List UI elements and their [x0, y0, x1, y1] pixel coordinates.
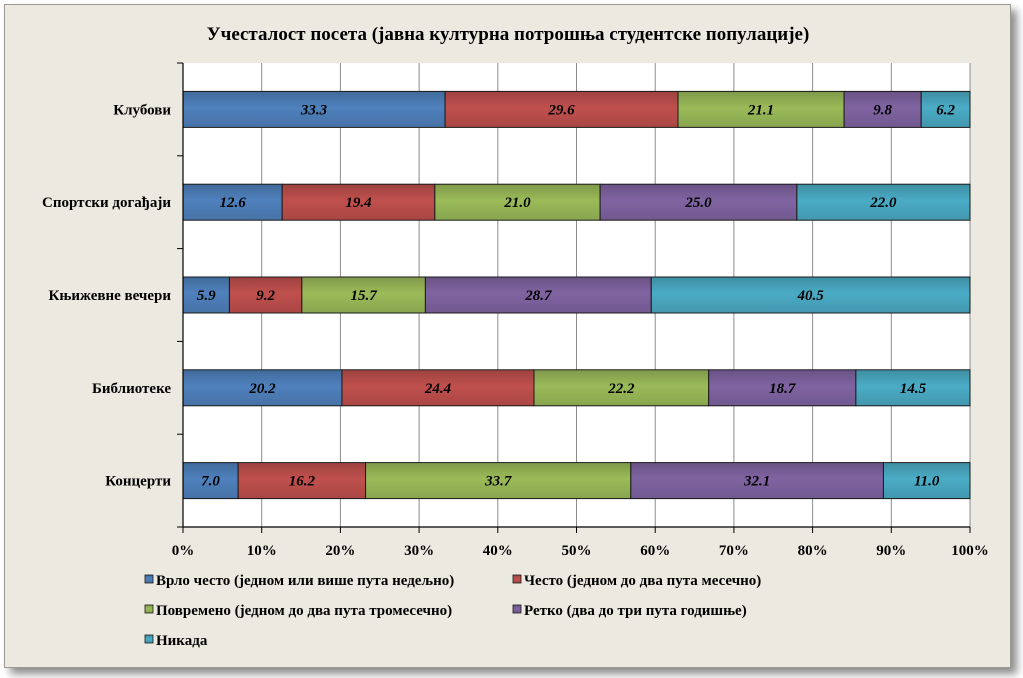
category-label: Клубови: [113, 102, 171, 118]
bar-segment: [365, 462, 632, 500]
legend-entry: Често (једном до два пута месечно): [524, 573, 761, 589]
chart-title: Учесталост посета (јавна културна потрош…: [207, 24, 810, 45]
data-label: 33.7: [484, 474, 512, 490]
data-label: 7.0: [201, 474, 220, 490]
bar-segment: [182, 369, 343, 407]
x-tick-label: 50%: [562, 543, 592, 559]
legend-entry: Никада: [156, 633, 208, 649]
data-label: 12.6: [219, 195, 246, 211]
bar-segment: [301, 276, 426, 314]
category-label: Спортски догађаји: [42, 195, 171, 211]
data-label: 11.0: [914, 474, 940, 490]
data-label: 20.2: [248, 381, 276, 397]
x-tick-label: 20%: [325, 543, 355, 559]
data-label: 32.1: [743, 474, 770, 490]
bar-segment: [424, 276, 652, 314]
x-tick-label: 0%: [172, 543, 195, 559]
bar-segment: [677, 90, 845, 128]
data-label: 21.1: [747, 102, 774, 118]
x-tick-label: 80%: [798, 543, 828, 559]
bar-segment: [650, 276, 971, 314]
bar-segment: [182, 462, 239, 500]
x-tick-label: 30%: [404, 543, 434, 559]
bar-segment: [599, 183, 798, 221]
x-tick-label: 60%: [640, 543, 670, 559]
bar-segment: [920, 90, 971, 128]
data-label: 33.3: [300, 102, 328, 118]
legend-entry: Повремено (једном до два пута тромесечно…: [156, 603, 452, 619]
category-label: Концерти: [105, 474, 171, 490]
data-label: 9.2: [256, 288, 275, 304]
bar-segment: [237, 462, 367, 500]
chart: Учесталост посета (јавна културна потрош…: [42, 24, 989, 649]
bar-segment: [182, 90, 446, 128]
data-label: 22.2: [607, 381, 635, 397]
data-label: 22.0: [869, 195, 897, 211]
legend-swatch: [512, 574, 522, 584]
x-tick-label: 100%: [951, 543, 989, 559]
bar-segment: [228, 276, 303, 314]
data-label: 19.4: [345, 195, 372, 211]
bar-segment: [708, 369, 857, 407]
data-label: 16.2: [289, 474, 316, 490]
x-tick-label: 10%: [247, 543, 277, 559]
bar-segment: [182, 276, 230, 314]
data-label: 24.4: [424, 381, 452, 397]
legend-entry: Врло често (једном или више пута недељно…: [156, 573, 454, 589]
data-label: 40.5: [797, 288, 825, 304]
data-label: 5.9: [197, 288, 216, 304]
category-label: Књижевне вечери: [49, 288, 172, 304]
legend-swatch: [144, 604, 154, 614]
bar-segment: [796, 183, 971, 221]
bar-segment: [341, 369, 535, 407]
bar-segment: [855, 369, 971, 407]
legend-entry: Ретко (два до три пута годишње): [524, 603, 747, 619]
data-label: 18.7: [769, 381, 796, 397]
legend-swatch: [144, 634, 154, 644]
chart-frame: Учесталост посета (јавна културна потрош…: [4, 4, 1011, 668]
legend-swatch: [512, 604, 522, 614]
data-label: 25.0: [684, 195, 712, 211]
bar-segment: [533, 369, 710, 407]
x-tick-label: 40%: [483, 543, 513, 559]
legend-swatch: [144, 574, 154, 584]
data-label: 9.8: [873, 102, 892, 118]
x-tick-label: 90%: [876, 543, 906, 559]
data-label: 14.5: [900, 381, 927, 397]
data-label: 6.2: [936, 102, 955, 118]
x-tick-label: 70%: [719, 543, 749, 559]
data-label: 15.7: [350, 288, 377, 304]
bar-segment: [281, 183, 436, 221]
category-label: Библиотеке: [92, 381, 171, 397]
bar-segment: [882, 462, 971, 500]
data-label: 28.7: [524, 288, 552, 304]
data-label: 29.6: [547, 102, 575, 118]
bar-segment: [630, 462, 884, 500]
data-label: 21.0: [503, 195, 531, 211]
